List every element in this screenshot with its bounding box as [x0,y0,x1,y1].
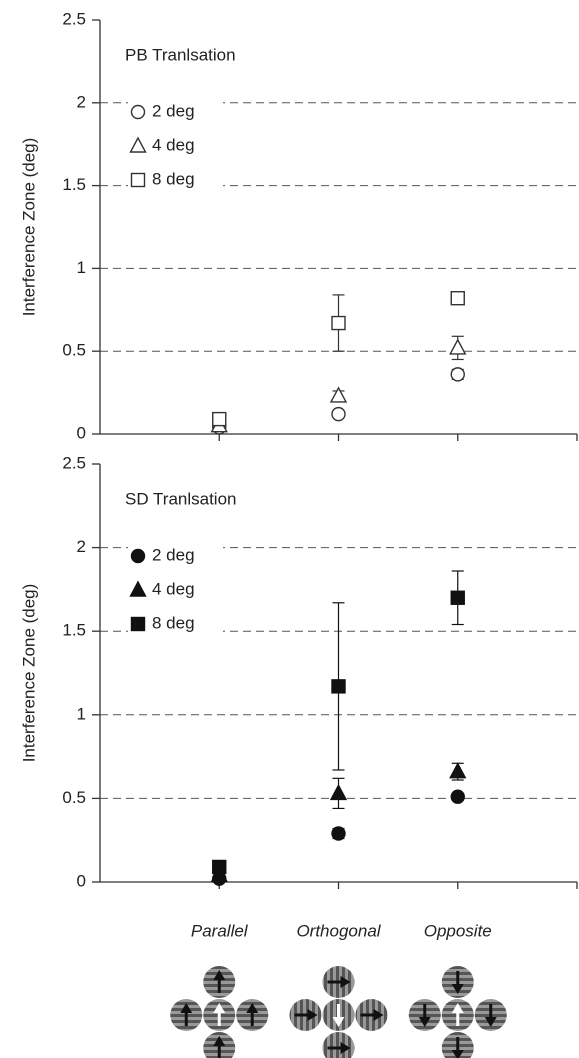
stimulus-patch [322,1032,355,1058]
arrow-head [418,1017,431,1027]
data-point [331,315,346,331]
stimulus-arrow [213,1003,226,1026]
data-point [331,679,346,694]
arrow-head [213,1003,226,1013]
stimulus-arrow [180,1003,193,1026]
legend-label: 4 deg [152,579,195,598]
x-tick-label: Opposite [424,921,492,940]
stimulus-arrow [332,1004,345,1027]
y-axis-label: Interference Zone (deg) [19,138,38,317]
arrow-head [340,1042,351,1054]
y-tick-label: 2 [77,92,86,111]
arrow-head [180,1003,193,1013]
legend-marker [130,616,146,632]
y-tick-label: 0.5 [62,788,86,807]
legend-marker [130,548,146,564]
stimulus-arrow [213,1036,226,1058]
y-tick-label: 2 [77,537,86,556]
data-point [450,590,465,605]
arrow-head [484,1017,497,1027]
arrow-head [307,1009,318,1021]
y-tick-label: 1.5 [62,621,86,640]
x-tick-label: Orthogonal [296,921,381,940]
data-point [449,762,467,779]
stimulus-arrow [327,1042,351,1054]
data-point [450,291,465,306]
legend-marker [130,172,146,188]
stimulus-arrow [246,1003,259,1026]
stimulus-arrow [484,1004,497,1027]
data-point [329,386,348,403]
stimulus-arrow [418,1004,431,1027]
data-point [210,865,228,883]
y-tick-label: 0.5 [62,341,86,360]
y-tick-label: 0 [77,423,86,442]
arrow-head [340,976,351,988]
data-point [329,783,348,801]
panel-title: SD Tranlsation [125,489,237,508]
arrow-head [451,1050,464,1058]
y-tick-label: 0 [77,871,86,890]
legend-label: 4 deg [152,135,195,154]
data-point [450,789,465,804]
stimulus-arrow [451,1003,464,1026]
data-point [212,411,227,427]
arrow-head [246,1003,259,1013]
y-tick-label: 2.5 [62,9,86,28]
y-tick-label: 1 [77,704,86,723]
arrow-head [332,1017,345,1027]
data-point [331,406,346,422]
legend-bg [128,578,223,602]
data-point [449,338,467,355]
arrow-head [213,970,226,980]
legend-label: 2 deg [152,101,195,120]
panel-title: PB Tranlsation [125,45,236,64]
stimulus-arrow [213,970,226,993]
x-tick-label: Parallel [191,921,249,940]
stimulus-arrow [294,1009,318,1021]
y-tick-label: 1 [77,258,86,277]
stimulus-arrow [327,976,351,988]
arrow-head [451,1003,464,1013]
legend-label: 2 deg [152,545,195,564]
legend-bg [128,134,223,158]
legend-marker [130,104,146,120]
stimulus-arrow [451,1037,464,1058]
data-point [450,367,465,382]
arrow-head [373,1009,384,1021]
stimulus-arrow [451,971,464,994]
legend-marker [129,580,147,597]
legend-marker [129,136,147,153]
legend-label: 8 deg [152,613,195,632]
y-axis-label: Interference Zone (deg) [19,584,38,763]
legend-label: 8 deg [152,169,195,188]
data-point [212,859,227,875]
arrow-head [213,1036,226,1046]
y-tick-label: 1.5 [62,175,86,194]
arrow-head [451,984,464,994]
y-tick-label: 2.5 [62,453,86,472]
stimulus-arrow [360,1009,384,1021]
data-point [331,826,346,841]
